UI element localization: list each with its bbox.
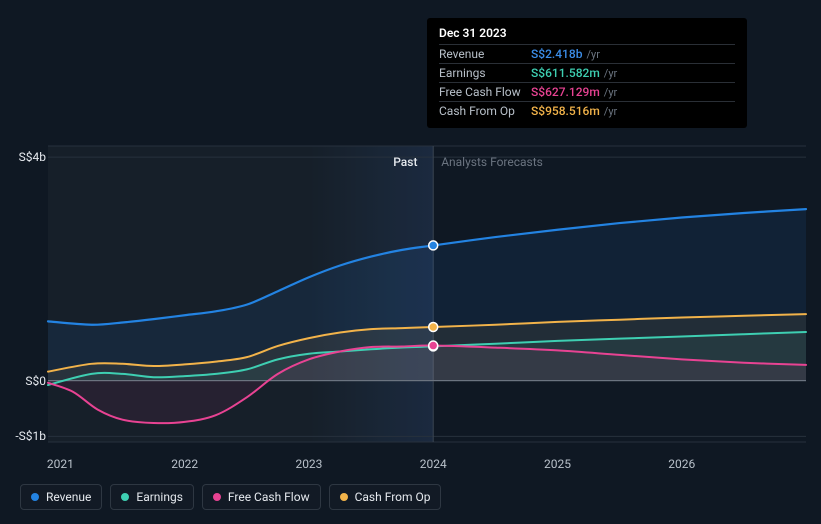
tooltip-row-suffix: /yr	[604, 105, 617, 118]
tooltip-row-label: Cash From Op	[439, 104, 531, 118]
legend-item-earnings[interactable]: Earnings	[110, 484, 194, 510]
tooltip: Dec 31 2023 RevenueS$2.418b/yrEarningsS$…	[427, 18, 747, 128]
legend-item-revenue[interactable]: Revenue	[20, 484, 102, 510]
tooltip-row: EarningsS$611.582m/yr	[439, 63, 735, 82]
legend-item-fcf[interactable]: Free Cash Flow	[202, 484, 321, 510]
legend: Revenue Earnings Free Cash Flow Cash From O…	[20, 484, 441, 510]
section-label-forecast: Analysts Forecasts	[441, 155, 543, 169]
tooltip-row-label: Earnings	[439, 66, 531, 80]
y-tick-label: -S$1b	[15, 429, 46, 443]
tooltip-row: Free Cash FlowS$627.129m/yr	[439, 82, 735, 101]
legend-item-label: Cash From Op	[355, 490, 431, 504]
tooltip-row-suffix: /yr	[604, 86, 617, 99]
marker-fcf	[429, 341, 438, 350]
y-tick-label: S$0	[25, 374, 46, 388]
tooltip-row-suffix: /yr	[586, 48, 599, 61]
y-tick-label: S$4b	[19, 150, 46, 164]
legend-item-label: Earnings	[136, 490, 183, 504]
tooltip-row: RevenueS$2.418b/yr	[439, 44, 735, 63]
legend-item-label: Revenue	[46, 490, 91, 504]
tooltip-row-value: S$958.516m	[531, 104, 600, 118]
tooltip-row-value: S$627.129m	[531, 85, 600, 99]
x-tick-label: 2022	[171, 457, 198, 471]
legend-dot-icon	[213, 493, 221, 501]
x-tick-label: 2026	[668, 457, 695, 471]
tooltip-row-label: Free Cash Flow	[439, 85, 531, 99]
legend-dot-icon	[340, 493, 348, 501]
tooltip-row-value: S$611.582m	[531, 66, 600, 80]
tooltip-row-suffix: /yr	[604, 67, 617, 80]
marker-revenue	[429, 241, 438, 250]
tooltip-row-value: S$2.418b	[531, 47, 582, 61]
marker-cfo	[429, 323, 438, 332]
x-tick-label: 2024	[420, 457, 447, 471]
section-label-past: Past	[393, 155, 417, 169]
legend-dot-icon	[31, 493, 39, 501]
tooltip-date: Dec 31 2023	[439, 26, 735, 44]
tooltip-row: Cash From OpS$958.516m/yr	[439, 101, 735, 120]
legend-item-label: Free Cash Flow	[228, 490, 310, 504]
x-tick-label: 2025	[544, 457, 571, 471]
x-tick-label: 2023	[295, 457, 322, 471]
tooltip-row-label: Revenue	[439, 47, 531, 61]
legend-dot-icon	[121, 493, 129, 501]
x-tick-label: 2021	[47, 457, 74, 471]
chart-container: S$4b S$0 -S$1b 2021 2022 2023 2024 2025 2026 Pa…	[0, 0, 821, 524]
legend-item-cfo[interactable]: Cash From Op	[329, 484, 442, 510]
